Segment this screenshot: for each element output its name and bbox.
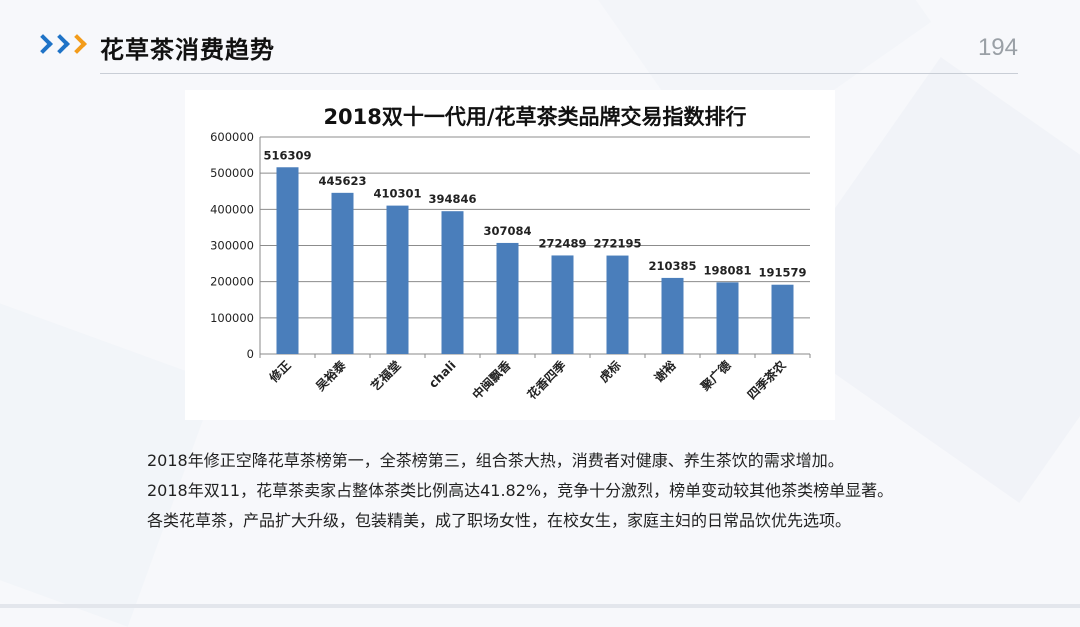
data-label: 394846	[428, 192, 476, 206]
footer-band	[0, 604, 1080, 608]
slide-header: 花草茶消费趋势 194	[0, 0, 1080, 80]
y-tick-label: 0	[247, 347, 254, 361]
bar	[276, 167, 299, 354]
y-tick-label: 500000	[210, 166, 254, 180]
chevron-right-icon	[67, 34, 87, 54]
data-label: 410301	[373, 187, 421, 201]
data-label: 191579	[758, 266, 806, 280]
bar	[441, 211, 464, 354]
x-tick-label: 谢裕	[651, 358, 679, 386]
x-tick-label: 艺福堂	[368, 358, 404, 394]
chart-container: 2018双十一代用/花草茶类品牌交易指数排行 0 100000 200000 30000…	[185, 90, 835, 420]
x-tick-label: 四季茶农	[744, 358, 789, 403]
data-label: 307084	[483, 224, 531, 238]
x-tick-label: 聚广德	[697, 358, 734, 395]
bar	[496, 242, 519, 354]
x-tick-label: 花香四季	[524, 357, 569, 402]
header-divider	[100, 73, 1018, 74]
bar	[606, 255, 629, 354]
bar	[551, 255, 574, 354]
y-tick-label: 600000	[210, 130, 254, 144]
x-tick-label: 中闽飘香	[469, 358, 514, 403]
y-tick-label: 400000	[210, 202, 254, 216]
x-tick-label: 吴裕泰	[313, 357, 350, 394]
y-tick-label: 200000	[210, 275, 254, 289]
data-label: 272489	[538, 236, 586, 250]
caption-line: 各类花草茶，产品扩大升级，包装精美，成了职场女性，在校女生，家庭主妇的日常品饮优…	[147, 511, 852, 530]
bar-chart: 2018双十一代用/花草茶类品牌交易指数排行 0 100000 200000 30000…	[210, 105, 811, 403]
x-tick-label: 虎标	[596, 358, 624, 386]
caption-text: 2018年修正空降花草茶榜第一，全茶榜第三，组合茶大热，消费者对健康、养生茶饮的…	[147, 446, 1007, 536]
bar	[716, 282, 739, 354]
data-label: 210385	[648, 259, 696, 273]
page-number: 194	[977, 34, 1018, 61]
y-tick-label: 100000	[210, 311, 254, 325]
caption-line: 2018年修正空降花草茶榜第一，全茶榜第三，组合茶大热，消费者对健康、养生茶饮的…	[147, 451, 844, 470]
data-label: 516309	[263, 148, 311, 162]
page-title: 花草茶消费趋势	[100, 36, 275, 64]
x-tick-label: 修正	[265, 358, 293, 386]
x-tick-label: chali	[426, 358, 459, 391]
bar	[386, 205, 409, 354]
data-label: 272195	[593, 237, 641, 251]
bar	[661, 277, 684, 354]
bar	[771, 284, 794, 354]
data-label: 198081	[703, 263, 751, 277]
data-label: 445623	[318, 174, 366, 188]
chart-title: 2018双十一代用/花草茶类品牌交易指数排行	[323, 105, 746, 129]
chevron-icon	[33, 34, 87, 54]
caption-line: 2018年双11，花草茶卖家占整体茶类比例高达41.82%，竞争十分激烈，榜单变…	[147, 481, 894, 500]
y-tick-label: 300000	[210, 239, 254, 253]
bar	[331, 192, 354, 354]
